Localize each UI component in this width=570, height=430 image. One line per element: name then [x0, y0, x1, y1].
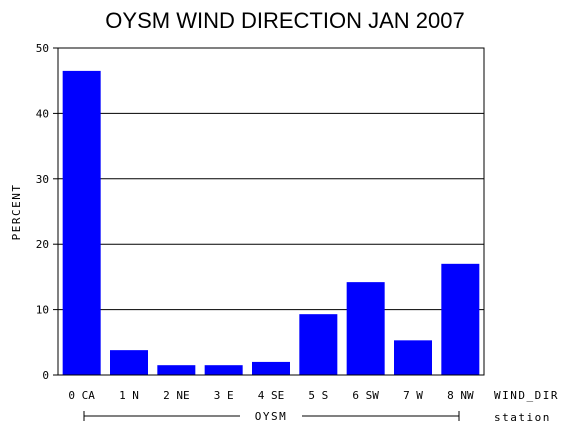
bars: [62, 70, 480, 375]
y-tick-label: 40: [36, 107, 49, 120]
y-tick-label: 20: [36, 238, 49, 251]
bar: [394, 340, 432, 375]
group-axis-label: station: [494, 411, 551, 424]
y-axis-label: PERCENT: [10, 184, 23, 241]
x-axis-label: WIND_DIR: [494, 389, 559, 402]
x-tick-label: 6 SW: [352, 389, 379, 402]
bar: [252, 361, 290, 375]
x-tick-label: 2 NE: [163, 389, 190, 402]
bar: [110, 350, 148, 375]
x-tick-label: 3 E: [214, 389, 234, 402]
x-tick-label: 0 CA: [68, 389, 95, 402]
y-tick-label: 50: [36, 42, 49, 55]
x-tick-label: 7 W: [403, 389, 423, 402]
bar: [62, 70, 101, 375]
group-name-label: OYSM: [255, 410, 288, 423]
bar: [299, 314, 338, 375]
bar: [204, 365, 243, 375]
plot-frame: [57, 47, 485, 376]
y-tick-label: 0: [42, 369, 49, 382]
bar: [346, 282, 385, 375]
bar: [157, 365, 196, 375]
y-tick-label: 10: [36, 304, 49, 317]
bar: [441, 263, 480, 375]
x-tick-label: 5 S: [308, 389, 328, 402]
x-tick-label: 4 SE: [258, 389, 285, 402]
y-axis-ticks: 0 10 20 30 40 50: [36, 42, 58, 382]
x-axis-ticks: 0 CA 1 N 2 NE 3 E 4 SE 5 S 6 SW 7 W 8 NW: [68, 389, 474, 402]
grid-lines: [58, 47, 484, 311]
chart-title: OYSM WIND DIRECTION JAN 2007: [105, 8, 464, 33]
y-tick-label: 30: [36, 173, 49, 186]
x-tick-label: 8 NW: [447, 389, 474, 402]
x-tick-label: 1 N: [119, 389, 139, 402]
group-axis: OYSM station: [83, 410, 551, 424]
